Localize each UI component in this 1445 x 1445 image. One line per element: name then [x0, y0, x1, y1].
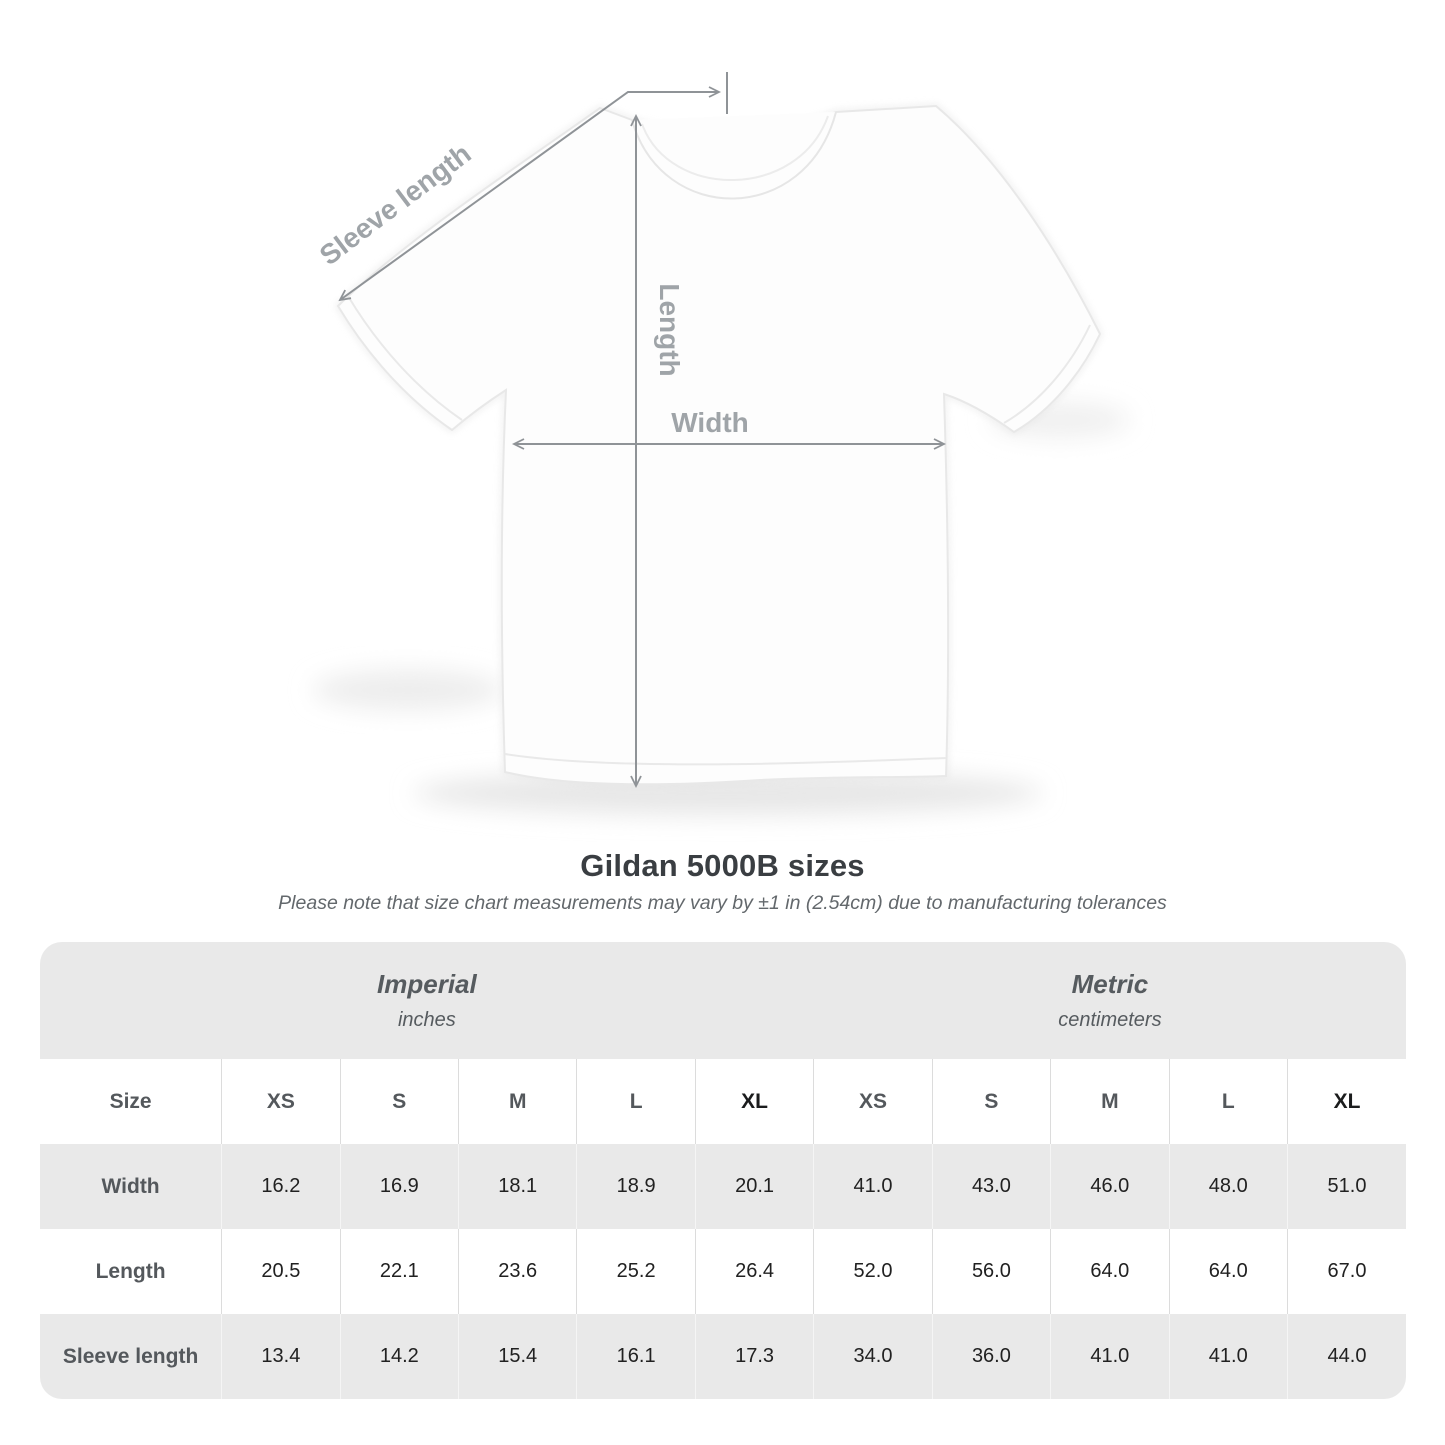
size-column-header: XL: [1286, 1059, 1406, 1144]
measurement-row: Length 20.5 22.1 23.6 25.2 26.4 52.0 56.0 64.0 64…: [40, 1229, 1406, 1314]
measurement-value: 18.1: [458, 1144, 577, 1229]
size-table-grid: Imperial inches Metric centimeters Size …: [40, 942, 1406, 1399]
measurement-arrows: [338, 72, 947, 789]
size-column-header: S: [931, 1059, 1051, 1144]
measurement-value: 25.2: [576, 1229, 696, 1314]
tshirt-diagram-svg: Sleeve length Length Width: [313, 72, 1130, 815]
measurement-value: 26.4: [694, 1229, 814, 1314]
measurement-value: 14.2: [339, 1314, 459, 1399]
size-header-row: Size XS S M L XL XS S M L XL: [40, 1059, 1406, 1144]
size-column-header: XL: [694, 1059, 814, 1144]
size-column-header: M: [458, 1059, 577, 1144]
measurement-value: 64.0: [1050, 1229, 1170, 1314]
size-column-header: M: [1050, 1059, 1170, 1144]
page-title: Gildan 5000B sizes: [580, 848, 865, 883]
measurement-row: Width 16.2 16.9 18.1 18.9 20.1 41.0 43.0 46.0 48.…: [40, 1144, 1406, 1229]
tolerance-note: Please note that size chart measurements…: [278, 892, 1167, 914]
size-column-header: L: [576, 1059, 696, 1144]
size-header-label: Size: [40, 1059, 222, 1144]
metric-header: Metric centimeters: [813, 942, 1406, 1059]
measurement-row: Sleeve length 13.4 14.2 15.4 16.1 17.3 34.0 36.…: [40, 1314, 1406, 1399]
measurement-value: 16.1: [576, 1314, 696, 1399]
measurement-value: 52.0: [813, 1229, 933, 1314]
measurement-value: 56.0: [931, 1229, 1051, 1314]
measurement-value: 64.0: [1168, 1229, 1288, 1314]
measurement-value: 13.4: [221, 1314, 341, 1399]
size-table: Imperial inches Metric centimeters Size …: [40, 942, 1406, 1399]
measurement-row-label: Width: [40, 1144, 222, 1229]
measurement-value: 51.0: [1286, 1144, 1406, 1229]
size-column-header: L: [1168, 1059, 1288, 1144]
imperial-label: Imperial: [377, 969, 477, 999]
measurement-value: 18.9: [576, 1144, 696, 1229]
measurement-value: 41.0: [1168, 1314, 1288, 1399]
tshirt-folds: [347, 295, 1091, 766]
measurement-value: 41.0: [1050, 1314, 1170, 1399]
unit-header-row: Imperial inches Metric centimeters: [40, 942, 1406, 1059]
metric-label: Metric: [1071, 969, 1149, 999]
measurement-value: 46.0: [1050, 1144, 1170, 1229]
measurement-value: 17.3: [694, 1314, 814, 1399]
width-label: Width: [671, 407, 749, 438]
measurement-value: 36.0: [931, 1314, 1051, 1399]
measurement-value: 34.0: [813, 1314, 933, 1399]
size-column-header: XS: [813, 1059, 933, 1144]
sleeve-length-arrow: [338, 86, 722, 302]
length-label: Length: [654, 283, 685, 376]
measurement-value: 15.4: [458, 1314, 577, 1399]
measurement-value: 22.1: [339, 1229, 459, 1314]
measurement-value: 48.0: [1168, 1144, 1288, 1229]
measurement-value: 44.0: [1286, 1314, 1406, 1399]
measurement-value: 20.1: [694, 1144, 814, 1229]
measurement-value: 23.6: [458, 1229, 577, 1314]
imperial-header: Imperial inches: [40, 942, 814, 1059]
measurement-row-label: Sleeve length: [40, 1314, 222, 1399]
size-column-header: S: [339, 1059, 459, 1144]
measurement-value: 16.9: [339, 1144, 459, 1229]
tshirt-measurement-diagram: Sleeve length Length Width: [313, 72, 1130, 815]
size-column-header: XS: [221, 1059, 341, 1144]
measurement-value: 20.5: [221, 1229, 341, 1314]
metric-unit-label: centimeters: [1058, 1009, 1162, 1031]
measurement-value: 41.0: [813, 1144, 933, 1229]
measurement-value: 16.2: [221, 1144, 341, 1229]
imperial-unit-label: inches: [397, 1009, 456, 1031]
measurement-row-label: Length: [40, 1229, 222, 1314]
measurement-value: 67.0: [1286, 1229, 1406, 1314]
measurement-value: 43.0: [931, 1144, 1051, 1229]
